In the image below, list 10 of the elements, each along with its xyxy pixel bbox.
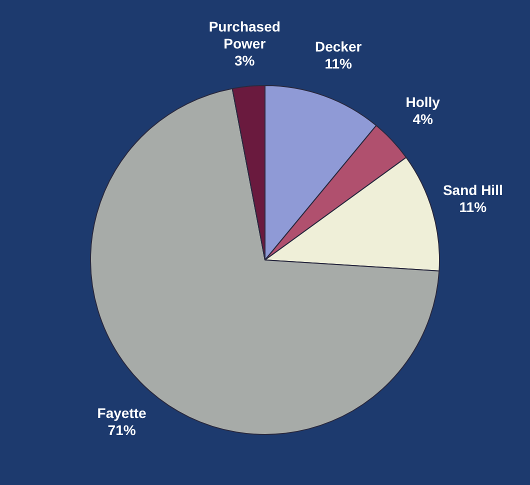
data-label: 3% (234, 52, 256, 68)
slice-label: Purchased Power (208, 18, 280, 52)
slice-label: Sand Hill (442, 182, 503, 198)
slice-label: Decker (314, 38, 362, 55)
data-label: 4% (412, 111, 434, 128)
data-label: 11% (324, 56, 353, 72)
data-label: 71% (108, 422, 136, 438)
slice-label: Holly (406, 94, 440, 110)
data-label: 11% (459, 198, 488, 215)
slice-label: Fayette (97, 404, 147, 421)
